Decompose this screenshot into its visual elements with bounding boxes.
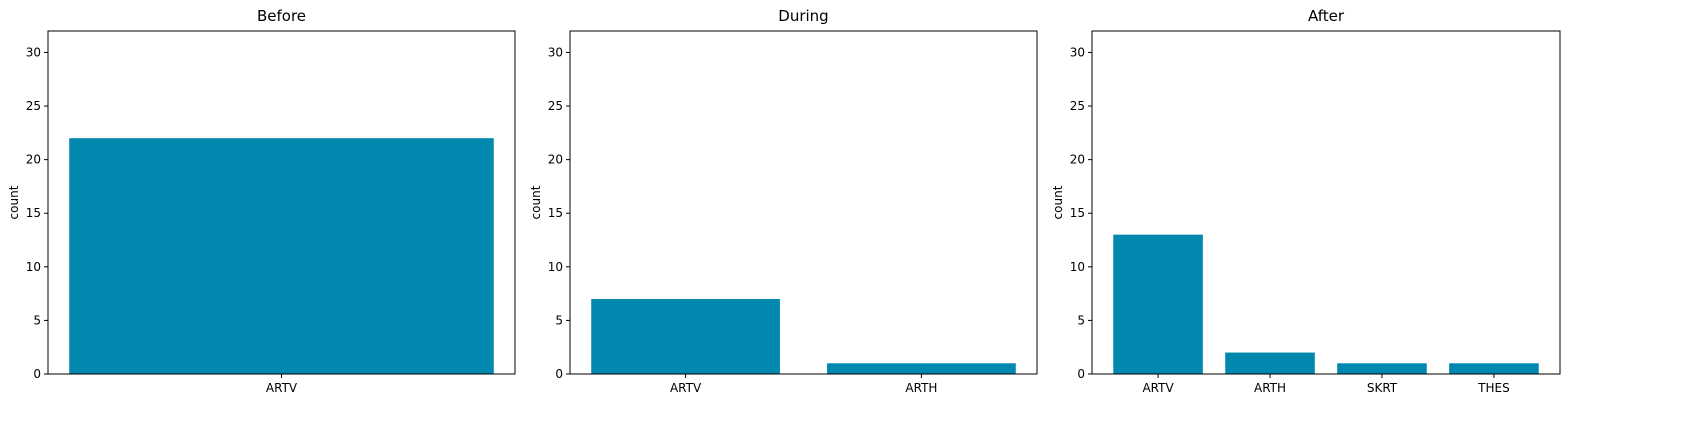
bar-arth <box>827 363 1016 374</box>
bar-artv <box>591 298 780 374</box>
x-tick-label: ARTV <box>266 381 298 395</box>
y-tick-label: 5 <box>1077 313 1085 327</box>
chart-title: Before <box>257 7 306 25</box>
bar-thes <box>1449 363 1539 374</box>
bar-artv <box>69 138 494 374</box>
y-tick-label: 10 <box>1070 260 1085 274</box>
bar-artv <box>1113 234 1203 374</box>
y-axis-label: count <box>529 185 543 219</box>
y-tick-label: 20 <box>548 153 563 167</box>
y-tick-label: 0 <box>1077 367 1085 381</box>
y-tick-label: 25 <box>26 99 41 113</box>
panel-after: 0 5 10 15 20 25 30 ARTV ARTH SKRT THES count After <box>1051 7 1561 395</box>
y-tick-label: 15 <box>1070 206 1085 220</box>
bar-skrt <box>1337 363 1427 374</box>
chart-title: After <box>1308 7 1345 25</box>
axes-frame <box>569 30 1038 375</box>
y-tick-label: 25 <box>1070 99 1085 113</box>
y-tick-label: 5 <box>555 313 563 327</box>
y-tick-label: 15 <box>548 206 563 220</box>
x-tick-label: ARTV <box>670 381 702 395</box>
axes-frame <box>1091 30 1561 375</box>
x-tick-label: ARTH <box>1254 381 1286 395</box>
y-tick-label: 10 <box>548 260 563 274</box>
y-tick-label: 0 <box>555 367 563 381</box>
y-tick-label: 20 <box>1070 153 1085 167</box>
y-tick-label: 30 <box>26 45 41 59</box>
y-tick-label: 30 <box>1070 45 1085 59</box>
y-axis-label: count <box>7 185 21 219</box>
bar-arth <box>1225 352 1315 374</box>
y-tick-label: 5 <box>33 313 41 327</box>
x-tick-label: ARTV <box>1142 381 1174 395</box>
y-tick-label: 0 <box>33 367 41 381</box>
y-axis-label: count <box>1051 185 1065 219</box>
y-tick-label: 20 <box>26 153 41 167</box>
chart-title: During <box>778 7 828 25</box>
x-tick-label: THES <box>1477 381 1510 395</box>
x-tick-label: SKRT <box>1367 381 1398 395</box>
y-tick-label: 15 <box>26 206 41 220</box>
y-tick-label: 30 <box>548 45 563 59</box>
x-tick-label: ARTH <box>905 381 937 395</box>
panel-during: 0 5 10 15 20 25 30 ARTV ARTH count During <box>529 7 1038 395</box>
y-tick-label: 25 <box>548 99 563 113</box>
panel-before: 0 5 10 15 20 25 30 ARTV count Before <box>7 7 516 395</box>
y-tick-label: 10 <box>26 260 41 274</box>
